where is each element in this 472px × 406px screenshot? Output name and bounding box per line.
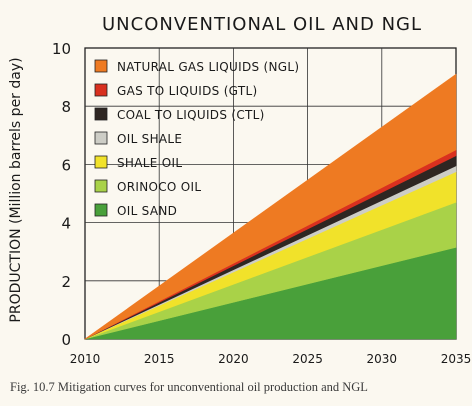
legend-swatch (94, 203, 108, 217)
x-tick-label: 2035 (441, 352, 472, 366)
legend-swatch (94, 59, 108, 73)
y-axis-label: PRODUCTION (Million barrels per day) (8, 57, 24, 322)
x-tick-label: 2015 (144, 352, 175, 366)
x-tick-label: 2030 (367, 352, 398, 366)
y-tick-label: 6 (61, 156, 71, 174)
legend-swatch (94, 179, 108, 193)
legend-label: ORINOCO OIL (117, 180, 201, 194)
x-tick-label: 2010 (70, 352, 101, 366)
legend-swatch (94, 83, 108, 97)
y-tick-label: 8 (61, 98, 71, 116)
legend-swatch (94, 107, 108, 121)
legend-label: OIL SAND (117, 204, 177, 218)
legend-label: OIL SHALE (117, 132, 182, 146)
y-tick-label: 0 (61, 331, 71, 349)
x-tick-label: 2020 (218, 352, 249, 366)
chart-title: UNCONVENTIONAL OIL AND NGL (102, 14, 422, 35)
x-tick-label: 2025 (292, 352, 323, 366)
y-tick-label: 10 (52, 40, 71, 58)
legend-swatch (94, 131, 108, 145)
y-tick-label: 2 (61, 273, 71, 291)
area-natural-gas-liquids-ngl (84, 73, 457, 340)
y-tick-label: 4 (61, 215, 71, 233)
legend-label: SHALE OIL (117, 156, 182, 170)
legend-label: COAL TO LIQUIDS (CTL) (117, 108, 265, 122)
legend-label: GAS TO LIQUIDS (GTL) (117, 84, 257, 98)
figure-caption: Fig. 10.7 Mitigation curves for unconven… (10, 380, 368, 394)
legend-label: NATURAL GAS LIQUIDS (NGL) (117, 60, 299, 74)
legend-swatch (94, 155, 108, 169)
